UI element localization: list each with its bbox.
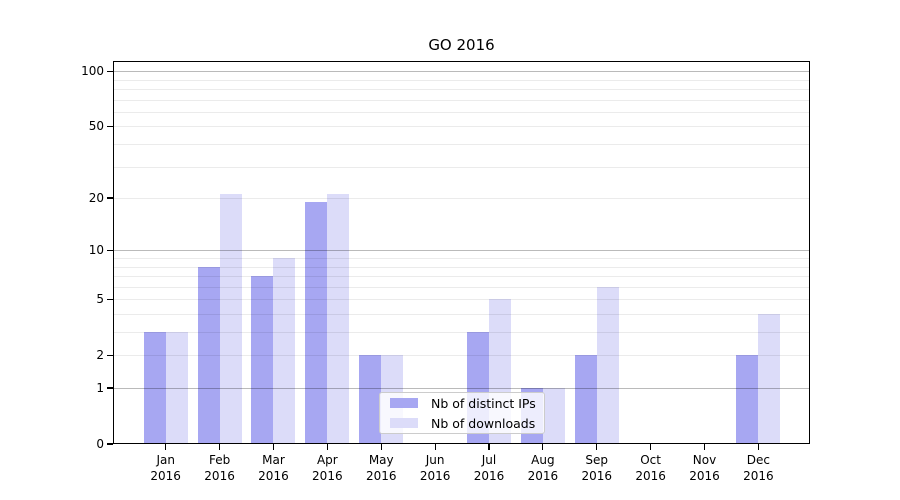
gridline-y-9 bbox=[113, 258, 810, 259]
gridline-y-50 bbox=[113, 126, 810, 128]
legend-item-distinct-ips: Nb of distinct IPs bbox=[380, 393, 544, 413]
y-tick-label-50: 50 bbox=[88, 119, 104, 134]
y-tick-label-100: 100 bbox=[81, 64, 104, 79]
bar-downloads-apr bbox=[327, 194, 350, 444]
gridline-y-7 bbox=[113, 276, 810, 278]
bar-distinct-ips-dec bbox=[736, 355, 759, 444]
gridline-y-60 bbox=[113, 111, 810, 113]
y-tick-label-2: 2 bbox=[96, 348, 104, 363]
x-tickmark-sep bbox=[596, 444, 598, 450]
gridline-y-20 bbox=[113, 198, 810, 200]
gridline-y-8 bbox=[113, 266, 810, 268]
bar-distinct-ips-feb bbox=[197, 266, 220, 444]
x-tick-label-jan: Jan 2016 bbox=[150, 453, 181, 483]
x-tickmark-jan bbox=[165, 444, 167, 450]
x-tickmark-may bbox=[380, 444, 382, 450]
legend-label-distinct-ips: Nb of distinct IPs bbox=[431, 395, 536, 411]
y-tick-label-1: 1 bbox=[96, 381, 104, 395]
x-tick-label-jul: Jul 2016 bbox=[473, 453, 505, 483]
y-tickmark-1 bbox=[107, 387, 113, 389]
x-tickmark-nov bbox=[703, 444, 706, 450]
gridline-y-4 bbox=[113, 313, 810, 315]
x-tick-label-oct: Oct 2016 bbox=[635, 453, 666, 483]
x-tick-label-mar: Mar 2016 bbox=[258, 453, 289, 483]
bar-downloads-dec bbox=[758, 313, 781, 444]
x-tick-label-feb: Feb 2016 bbox=[204, 453, 235, 483]
x-tickmark-jun bbox=[434, 444, 436, 450]
y-tickmark-100 bbox=[107, 70, 113, 72]
x-tick-label-aug: Aug 2016 bbox=[527, 453, 559, 483]
gridline-y-100 bbox=[113, 71, 810, 73]
gridline-y-3 bbox=[113, 332, 810, 334]
bar-distinct-ips-mar bbox=[251, 276, 274, 444]
legend-swatch-downloads bbox=[390, 418, 418, 428]
bar-distinct-ips-jan bbox=[143, 332, 166, 444]
legend-item-downloads: Nb of downloads bbox=[380, 413, 544, 433]
y-tickmark-0 bbox=[107, 443, 113, 445]
x-tick-label-sep: Sep 2016 bbox=[581, 453, 612, 483]
gridline-y-40 bbox=[113, 144, 810, 146]
plot-area bbox=[113, 61, 810, 444]
legend-label-downloads: Nb of downloads bbox=[431, 415, 536, 431]
gridline-y-5 bbox=[113, 299, 810, 301]
gridline-y-1 bbox=[113, 388, 810, 389]
x-tickmark-jul bbox=[488, 444, 490, 450]
bar-distinct-ips-apr bbox=[305, 202, 328, 444]
y-tickmark-10 bbox=[107, 249, 113, 251]
y-tickmark-50 bbox=[107, 125, 113, 127]
x-tickmark-apr bbox=[326, 444, 328, 450]
x-tick-label-dec: Dec 2016 bbox=[743, 453, 774, 483]
legend: Nb of distinct IPs Nb of downloads bbox=[379, 392, 545, 434]
gridline-y-80 bbox=[113, 89, 810, 91]
y-tickmark-5 bbox=[107, 298, 113, 300]
y-tick-label-0: 0 bbox=[96, 437, 104, 451]
bar-downloads-feb bbox=[219, 194, 242, 444]
bar-downloads-sep bbox=[596, 286, 619, 444]
x-tickmark-aug bbox=[542, 444, 544, 450]
bar-downloads-jan bbox=[165, 332, 188, 444]
gridline-y-6 bbox=[113, 286, 810, 288]
bar-downloads-aug bbox=[542, 388, 565, 444]
x-tickmark-feb bbox=[218, 444, 221, 450]
y-tickmark-20 bbox=[107, 197, 113, 199]
bar-downloads-mar bbox=[273, 258, 296, 444]
gridline-y-2 bbox=[113, 355, 810, 357]
gridline-y-30 bbox=[113, 166, 810, 168]
y-tick-label-20: 20 bbox=[88, 191, 104, 206]
chart-title: GO 2016 bbox=[428, 36, 495, 54]
x-tick-label-jun: Jun 2016 bbox=[419, 453, 451, 483]
gridline-y-10 bbox=[113, 250, 810, 252]
y-tick-label-10: 10 bbox=[88, 243, 104, 258]
gridline-y-70 bbox=[113, 99, 810, 101]
x-tick-label-nov: Nov 2016 bbox=[689, 453, 720, 483]
y-tickmark-2 bbox=[107, 354, 113, 356]
gridline-y-90 bbox=[113, 79, 810, 81]
x-tickmark-oct bbox=[650, 444, 652, 450]
x-tick-label-apr: Apr 2016 bbox=[312, 453, 343, 483]
x-tickmark-mar bbox=[272, 444, 275, 450]
bar-distinct-ips-sep bbox=[574, 355, 597, 444]
bar-distinct-ips-may bbox=[359, 355, 382, 444]
y-tick-label-5: 5 bbox=[96, 292, 104, 307]
legend-swatch-distinct-ips bbox=[390, 398, 418, 408]
x-tick-label-may: May 2016 bbox=[365, 453, 397, 483]
x-tickmark-dec bbox=[757, 444, 759, 450]
